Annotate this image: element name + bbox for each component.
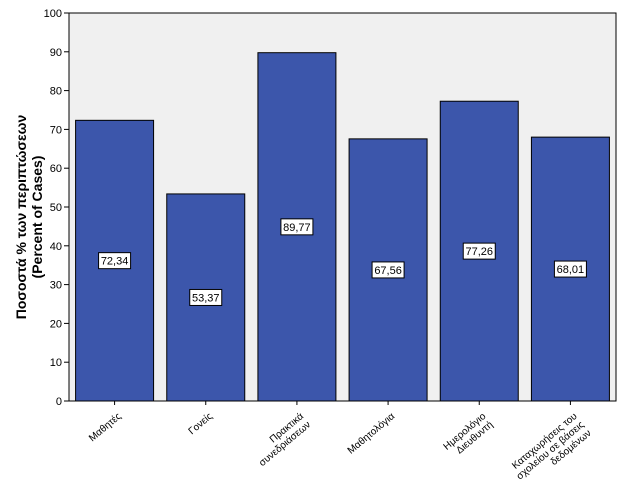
y-tick-label: 10 xyxy=(50,357,62,369)
data-label-box xyxy=(98,252,132,270)
data-label-box xyxy=(462,242,496,260)
y-axis-label: Ποσοστά % των περιπτώσεων(Percent of Cas… xyxy=(13,115,45,320)
data-label: 53,37 xyxy=(192,292,220,304)
y-tick-label: 50 xyxy=(50,202,62,214)
data-label-box xyxy=(371,261,405,279)
plot-area xyxy=(68,12,617,402)
y-tick-label: 90 xyxy=(50,47,62,59)
y-tick-label: 40 xyxy=(50,241,62,253)
data-label-box xyxy=(553,260,587,278)
y-axis-label-line: (Percent of Cases) xyxy=(29,156,45,279)
x-tick-label: Μαθητολόγια xyxy=(345,410,397,457)
y-tick-label: 20 xyxy=(50,318,62,330)
y-tick-label: 30 xyxy=(50,280,62,292)
y-tick-label: 0 xyxy=(56,396,62,408)
data-label: 89,77 xyxy=(283,222,311,234)
data-label: 77,26 xyxy=(465,246,493,258)
bars: 72,34 53,37 89,77 67,56 77,26 68,01 xyxy=(75,52,610,402)
x-tick-label: Μαθητές xyxy=(86,410,123,444)
data-label: 67,56 xyxy=(374,265,402,277)
y-tick-label: 100 xyxy=(44,8,62,20)
data-label-box xyxy=(189,288,223,306)
y-axis-label-line: Ποσοστά % των περιπτώσεων xyxy=(13,115,29,320)
x-tick-label-line: Γονείς xyxy=(186,410,215,437)
y-tick-label: 70 xyxy=(50,124,62,136)
y-axis: 0 10 20 30 40 50 60 70 80 90 100 xyxy=(44,8,69,408)
x-tick-label-line: Μαθητές xyxy=(86,410,123,444)
y-tick-label: 60 xyxy=(50,163,62,175)
data-label: 72,34 xyxy=(101,256,129,268)
x-tick-label-line: Μαθητολόγια xyxy=(345,410,397,457)
data-label-box xyxy=(280,218,314,236)
x-tick-label: Γονείς xyxy=(186,410,215,437)
data-label: 68,01 xyxy=(557,264,585,276)
y-tick-label: 80 xyxy=(50,86,62,98)
